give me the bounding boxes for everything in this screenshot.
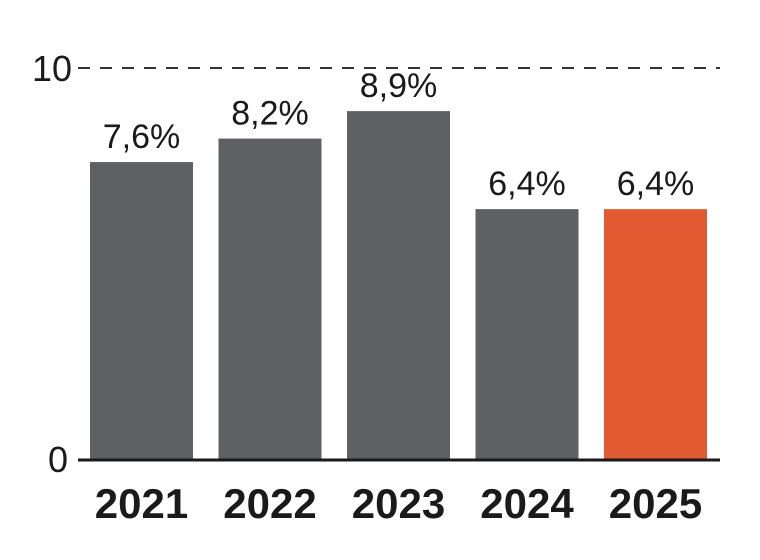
category-label-2021: 2021 [95,480,188,527]
category-label-2025: 2025 [609,480,702,527]
bars [90,111,707,461]
bar-2021 [90,162,193,460]
bar-2023 [347,111,450,461]
bar-2024 [475,209,579,460]
bar-2025 [604,209,707,460]
data-label-2022: 8,2% [231,95,309,133]
category-label-2022: 2022 [223,480,316,527]
category-label-2023: 2023 [352,480,445,527]
data-label-2024: 6,4% [488,165,566,203]
data-label-2023: 8,9% [360,67,438,105]
bar-2022 [218,138,322,460]
data-labels: 7,6% 8,2% 8,9% 6,4% 6,4% [103,67,695,203]
data-label-2025: 6,4% [617,165,695,203]
data-label-2021: 7,6% [103,118,181,156]
category-label-2024: 2024 [480,480,574,527]
y-tick-label-0: 0 [48,439,68,480]
y-tick-label-10: 10 [32,48,72,89]
category-labels: 2021 2022 2023 2024 2025 [95,480,702,527]
